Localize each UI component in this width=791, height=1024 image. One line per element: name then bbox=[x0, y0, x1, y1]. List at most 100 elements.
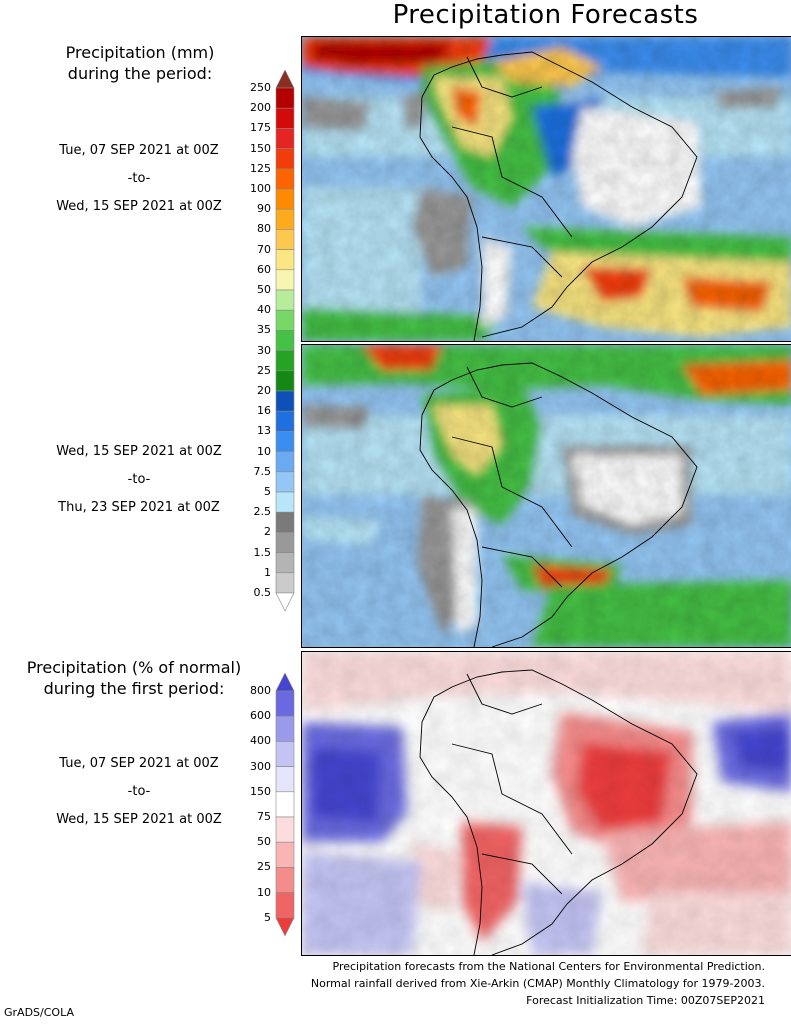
mm-tick-label: 60 bbox=[257, 262, 271, 276]
mm-tick-label: 30 bbox=[257, 343, 271, 357]
colorbar-swatch bbox=[275, 229, 295, 250]
period2-to: -to- bbox=[127, 472, 151, 487]
mm-tick-label: 2.5 bbox=[253, 505, 272, 519]
mm-heading-line1: Precipitation (mm) bbox=[65, 43, 215, 62]
map-precip-period2 bbox=[301, 344, 791, 648]
pct-tick-label: 25 bbox=[257, 860, 271, 874]
colorbar-swatch bbox=[275, 431, 295, 452]
mm-heading-line2: during the period: bbox=[67, 64, 213, 83]
mm-tick-label: 150 bbox=[250, 141, 271, 155]
period1-start: Tue, 07 SEP 2021 at 00Z bbox=[59, 143, 219, 158]
mm-tick-label: 80 bbox=[257, 222, 271, 236]
pct-tick-label: 10 bbox=[257, 885, 271, 899]
period2-end: Thu, 23 SEP 2021 at 00Z bbox=[58, 500, 220, 515]
period3-start: Tue, 07 SEP 2021 at 00Z bbox=[59, 756, 219, 771]
colorbar-swatch bbox=[275, 208, 295, 230]
colorbar-swatch bbox=[275, 350, 295, 372]
colorbar-swatch bbox=[275, 410, 295, 432]
mm-tick-label: 125 bbox=[250, 161, 271, 175]
credit: GrADS/COLA bbox=[4, 1006, 74, 1019]
mm-tick-label: 10 bbox=[257, 444, 271, 458]
mm-tick-label: 16 bbox=[257, 404, 271, 418]
colorbar-swatch bbox=[275, 572, 295, 594]
colorbar-swatch bbox=[275, 917, 295, 937]
colorbar-swatch bbox=[275, 128, 295, 149]
colorbar-swatch bbox=[275, 766, 295, 793]
mm-tick-label: 5 bbox=[264, 485, 271, 498]
mm-tick-label: 90 bbox=[257, 202, 271, 216]
mm-tick-label: 70 bbox=[257, 242, 271, 256]
colorbar-swatch bbox=[275, 471, 295, 493]
colorbar-swatch bbox=[275, 309, 295, 331]
colorbar-swatch bbox=[275, 841, 295, 868]
mm-tick-label: 250 bbox=[250, 81, 271, 94]
colorbar-swatch bbox=[275, 390, 295, 412]
mm-tick-label: 1.5 bbox=[253, 545, 272, 559]
pct-tick-label: 800 bbox=[250, 684, 271, 697]
colorbar-swatch bbox=[275, 330, 295, 351]
colorbar-swatch bbox=[275, 188, 295, 210]
colorbar-swatch bbox=[275, 892, 295, 919]
mm-tick-label: 13 bbox=[257, 424, 271, 438]
mm-tick-label: 175 bbox=[250, 121, 271, 135]
mm-tick-label: 2 bbox=[264, 525, 271, 539]
colorbar-swatch bbox=[275, 816, 295, 843]
footer-line1: Precipitation forecasts from the Nationa… bbox=[332, 960, 766, 973]
pct-tick-label: 50 bbox=[257, 835, 271, 849]
pct-tick-label: 75 bbox=[257, 810, 271, 823]
map-precip-period1 bbox=[301, 36, 791, 342]
mm-bar-svg bbox=[275, 69, 295, 612]
colorbar-swatch bbox=[275, 491, 295, 513]
period1-to: -to- bbox=[127, 171, 151, 186]
colorbar-swatch bbox=[275, 715, 295, 742]
page-title: Precipitation Forecasts bbox=[392, 0, 699, 30]
colorbar-swatch bbox=[275, 289, 295, 311]
mm-legend-heading: Precipitation (mm) during the period: bbox=[40, 42, 240, 84]
footer-notes: Precipitation forecasts from the Nationa… bbox=[311, 958, 765, 1009]
pct-legend-heading: Precipitation (% of normal) during the f… bbox=[8, 657, 260, 699]
colorbar-swatch bbox=[275, 552, 295, 574]
colorbar-swatch bbox=[275, 672, 295, 692]
colorbar-swatch bbox=[275, 168, 295, 190]
period3-end: Wed, 15 SEP 2021 at 00Z bbox=[56, 812, 222, 827]
colorbar-swatch bbox=[275, 249, 295, 271]
colorbar-swatch bbox=[275, 511, 295, 533]
colorbar-swatch bbox=[275, 69, 295, 89]
mm-tick-label: 40 bbox=[257, 303, 271, 317]
pct-bar-svg bbox=[275, 672, 295, 937]
mm-tick-label: 200 bbox=[250, 101, 271, 115]
mm-tick-label: 50 bbox=[257, 283, 271, 296]
mm-tick-label: 7.5 bbox=[253, 464, 272, 478]
pct-heading-line1: Precipitation (% of normal) bbox=[26, 658, 242, 677]
colorbar-swatch bbox=[275, 451, 295, 473]
colorbar-swatch bbox=[275, 690, 295, 717]
mm-tick-label: 25 bbox=[257, 363, 271, 377]
colorbar-swatch bbox=[275, 532, 295, 553]
colorbar-swatch bbox=[275, 87, 295, 109]
pct-tick-label: 300 bbox=[250, 759, 271, 773]
colorbar-swatch bbox=[275, 741, 295, 767]
map-percent-normal bbox=[301, 651, 791, 956]
mm-tick-label: 35 bbox=[257, 323, 271, 337]
pct-tick-label: 600 bbox=[250, 709, 271, 723]
colorbar-swatch bbox=[275, 867, 295, 893]
mm-tick-label: 100 bbox=[250, 182, 271, 195]
pct-tick-label: 150 bbox=[250, 784, 271, 798]
footer-line2: Normal rainfall derived from Xie-Arkin (… bbox=[310, 977, 765, 990]
colorbar-swatch bbox=[275, 370, 295, 392]
period3-to: -to- bbox=[127, 784, 151, 799]
colorbar-swatch bbox=[275, 592, 295, 612]
period1-end: Wed, 15 SEP 2021 at 00Z bbox=[56, 199, 222, 214]
pct-tick-label: 400 bbox=[250, 734, 271, 748]
mm-tick-label: 20 bbox=[257, 384, 271, 397]
pct-tick-label: 5 bbox=[264, 910, 271, 924]
pct-heading-line2: during the first period: bbox=[43, 679, 225, 698]
colorbar-swatch bbox=[275, 107, 295, 129]
period2-start: Wed, 15 SEP 2021 at 00Z bbox=[56, 444, 222, 459]
mm-tick-label: 1 bbox=[264, 565, 271, 579]
mm-tick-label: 0.5 bbox=[253, 586, 272, 599]
colorbar-swatch bbox=[275, 791, 295, 818]
footer-line3: Forecast Initialization Time: 00Z07SEP20… bbox=[526, 994, 765, 1007]
colorbar-swatch bbox=[275, 148, 295, 170]
colorbar-swatch bbox=[275, 269, 295, 291]
